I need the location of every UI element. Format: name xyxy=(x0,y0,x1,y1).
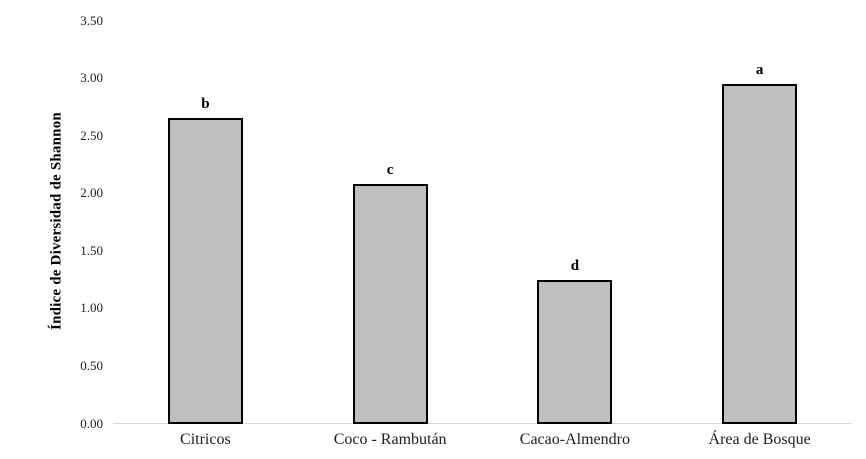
significance-letter: d xyxy=(570,258,580,275)
y-tick-label: 3.50 xyxy=(80,12,103,28)
x-category-label: Coco - Rambután xyxy=(333,431,447,448)
y-tick-label: 2.50 xyxy=(80,127,103,143)
x-category-label: Citricos xyxy=(180,431,231,448)
y-tick-label: 1.50 xyxy=(80,242,103,258)
significance-letter: c xyxy=(386,161,394,178)
y-tick-label: 1.00 xyxy=(80,300,103,316)
bar xyxy=(722,84,798,424)
x-axis-line xyxy=(113,423,852,424)
bar xyxy=(537,280,613,424)
y-tick-label: 0.50 xyxy=(80,357,103,373)
y-tick-label: 3.00 xyxy=(80,70,103,86)
y-tick-label: 0.00 xyxy=(80,415,103,431)
y-axis-title: Índice de Diversidad de Shannon xyxy=(48,112,65,330)
bar xyxy=(352,183,428,424)
x-category-label: Cacao-Almendro xyxy=(519,431,630,448)
significance-letter: b xyxy=(201,95,210,112)
significance-letter: a xyxy=(755,62,764,79)
y-tick-label: 2.00 xyxy=(80,185,103,201)
x-category-label: Área de Bosque xyxy=(708,431,811,448)
bar xyxy=(167,117,243,424)
